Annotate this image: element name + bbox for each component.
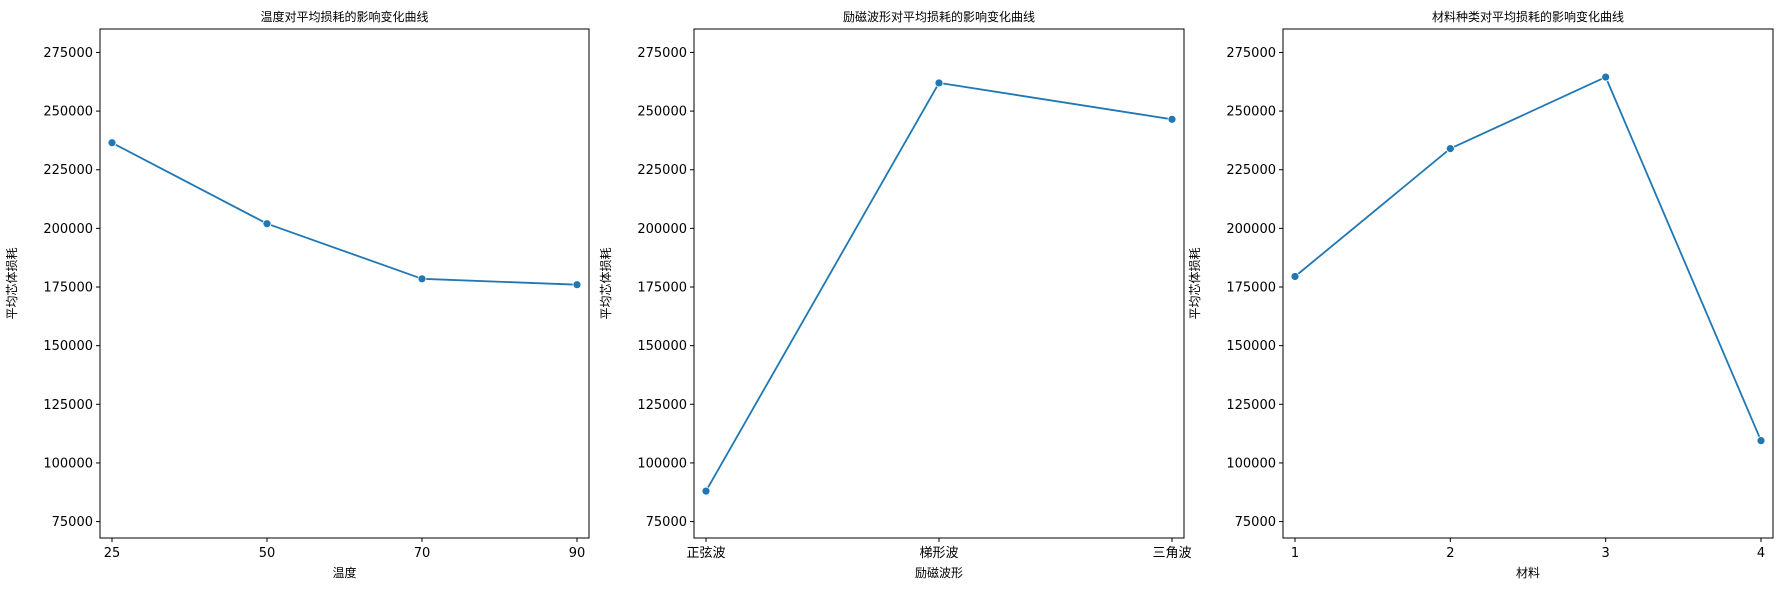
y-tick-label: 100000 xyxy=(1226,456,1276,471)
y-tick-label: 125000 xyxy=(637,398,687,413)
x-axis-label: 温度 xyxy=(332,565,356,580)
y-tick-label: 100000 xyxy=(637,456,687,471)
x-tick-label: 梯形波 xyxy=(919,546,958,561)
y-tick-label: 275000 xyxy=(637,46,687,61)
x-tick-label: 25 xyxy=(104,546,121,561)
y-tick-label: 225000 xyxy=(637,163,687,178)
y-tick-label: 250000 xyxy=(43,105,93,120)
y-tick-label: 275000 xyxy=(43,46,93,61)
data-point xyxy=(1290,272,1300,281)
y-tick-label: 125000 xyxy=(43,398,93,413)
y-tick-label: 200000 xyxy=(637,222,687,237)
y-tick-label: 225000 xyxy=(43,163,93,178)
data-point xyxy=(417,274,427,284)
data-point xyxy=(107,138,117,148)
x-tick-label: 50 xyxy=(259,546,276,561)
x-axis-label: 材料 xyxy=(1516,566,1540,580)
x-tick-label: 1 xyxy=(1291,546,1299,561)
chart-title: 励磁波形对平均损耗的影响变化曲线 xyxy=(843,9,1035,24)
x-tick-label: 70 xyxy=(414,546,431,561)
y-tick-label: 175000 xyxy=(637,281,687,296)
y-tick-label: 75000 xyxy=(646,515,687,530)
x-tick-label: 三角波 xyxy=(1152,546,1191,561)
x-axis-label: 励磁波形 xyxy=(915,565,963,580)
y-tick-label: 150000 xyxy=(637,339,687,354)
y-tick-label: 250000 xyxy=(637,105,687,120)
chart-panel-1: 温度对平均损耗的影响变化曲线 75000 100000 125000 150000 175… xyxy=(5,9,590,580)
y-tick-label: 275000 xyxy=(1226,46,1276,61)
data-point xyxy=(572,280,582,290)
y-axis-label: 平均芯体损耗 xyxy=(1188,247,1202,319)
y-tick-label: 225000 xyxy=(1226,163,1276,178)
y-tick-label: 150000 xyxy=(43,339,93,354)
y-tick-label: 175000 xyxy=(43,281,93,296)
y-tick-label: 100000 xyxy=(43,456,93,471)
series-line xyxy=(1294,76,1762,442)
x-tick-label: 4 xyxy=(1757,546,1765,561)
y-tick-label: 175000 xyxy=(1226,281,1276,296)
y-tick-label: 200000 xyxy=(1226,222,1276,237)
y-tick-label: 125000 xyxy=(1226,398,1276,413)
x-tick-label: 正弦波 xyxy=(686,545,725,561)
y-axis-label: 平均芯体损耗 xyxy=(599,247,613,319)
y-tick-label: 250000 xyxy=(1226,105,1276,120)
series-line xyxy=(111,142,578,286)
plot-frame xyxy=(693,28,1185,539)
x-tick-label: 90 xyxy=(569,546,586,561)
x-tick-label: 2 xyxy=(1446,546,1454,561)
plot-frame xyxy=(1282,28,1774,539)
data-point xyxy=(1445,144,1455,154)
chart-panel-2: 励磁波形对平均损耗的影响变化曲线 75000 100000 125000 150000 1… xyxy=(599,9,1192,580)
x-tick-label: 3 xyxy=(1602,546,1610,561)
plot-frame xyxy=(99,28,590,539)
data-point xyxy=(1601,72,1611,82)
data-point xyxy=(1756,436,1766,446)
chart-panel-3: 材料种类对平均损耗的影响变化曲线 75000 100000 125000 150000 1… xyxy=(1188,9,1774,580)
series-line xyxy=(705,82,1173,492)
data-point xyxy=(262,219,272,229)
y-tick-label: 150000 xyxy=(1226,339,1276,354)
y-tick-label: 200000 xyxy=(43,222,93,237)
chart-title: 温度对平均损耗的影响变化曲线 xyxy=(260,9,428,24)
y-tick-label: 75000 xyxy=(52,515,93,530)
data-point xyxy=(701,486,711,496)
chart-title: 材料种类对平均损耗的影响变化曲线 xyxy=(1432,9,1624,24)
y-tick-label: 75000 xyxy=(1235,515,1276,530)
data-point xyxy=(1167,114,1177,124)
y-axis-label: 平均芯体损耗 xyxy=(5,247,19,319)
data-point xyxy=(934,78,944,88)
